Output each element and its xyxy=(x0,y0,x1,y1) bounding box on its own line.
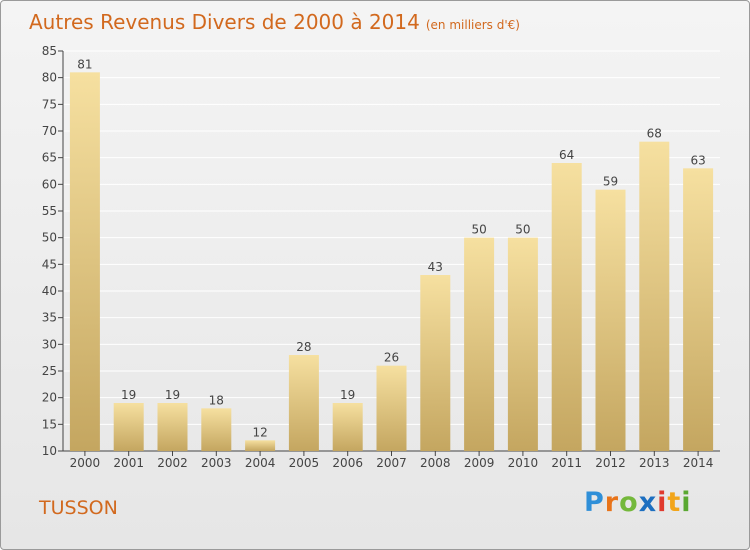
x-tick-label: 2009 xyxy=(464,456,495,470)
x-tick-label: 2000 xyxy=(70,456,101,470)
data-label: 63 xyxy=(690,153,705,167)
x-tick-label: 2008 xyxy=(420,456,451,470)
data-label: 59 xyxy=(603,175,618,189)
x-tick-label: 2002 xyxy=(157,456,188,470)
data-label: 50 xyxy=(515,223,530,237)
x-tick-label: 2007 xyxy=(376,456,407,470)
data-label: 19 xyxy=(121,388,136,402)
data-label: 81 xyxy=(77,57,92,71)
proxiti-logo: Proxiti xyxy=(584,487,692,518)
data-label: 26 xyxy=(384,351,399,365)
y-tick-label: 70 xyxy=(42,124,57,138)
y-tick-label: 65 xyxy=(42,151,57,165)
bar xyxy=(420,275,451,451)
x-tick-label: 2011 xyxy=(551,456,582,470)
bar xyxy=(376,365,407,451)
x-tick-label: 2013 xyxy=(639,456,670,470)
bar xyxy=(288,355,319,451)
x-tick-label: 2003 xyxy=(201,456,232,470)
bar xyxy=(683,168,714,452)
bar xyxy=(245,440,276,451)
bar xyxy=(332,403,363,451)
y-tick-label: 20 xyxy=(42,391,57,405)
x-tick-label: 2005 xyxy=(289,456,320,470)
bar xyxy=(69,72,100,451)
y-tick-label: 25 xyxy=(42,364,57,378)
x-tick-label: 2014 xyxy=(683,456,714,470)
data-label: 64 xyxy=(559,148,574,162)
chart-title: Autres Revenus Divers de 2000 à 2014 (en … xyxy=(29,10,520,34)
logo-letter: r xyxy=(604,487,620,518)
y-tick-label: 15 xyxy=(42,417,57,431)
data-label: 19 xyxy=(340,388,355,402)
bar xyxy=(113,403,144,451)
bar xyxy=(201,408,232,451)
data-label: 12 xyxy=(252,425,267,439)
y-tick-label: 75 xyxy=(42,97,57,111)
title-text: Autres Revenus Divers de 2000 à 2014 xyxy=(29,10,420,34)
logo-letter: i xyxy=(657,487,668,518)
bar xyxy=(551,163,582,451)
y-tick-label: 10 xyxy=(42,444,57,458)
logo-letter: x xyxy=(638,487,658,518)
y-tick-label: 35 xyxy=(42,311,57,325)
bar xyxy=(507,237,538,451)
commune-name: TUSSON xyxy=(39,497,118,519)
y-tick-label: 85 xyxy=(42,44,57,58)
x-tick-label: 2001 xyxy=(113,456,144,470)
y-tick-label: 45 xyxy=(42,257,57,271)
bar xyxy=(595,189,626,451)
data-label: 50 xyxy=(471,223,486,237)
x-tick-label: 2004 xyxy=(245,456,276,470)
y-tick-label: 55 xyxy=(42,204,57,218)
y-tick-label: 40 xyxy=(42,284,57,298)
data-label: 68 xyxy=(647,127,662,141)
x-tick-label: 2012 xyxy=(595,456,626,470)
data-label: 43 xyxy=(428,260,443,274)
data-label: 28 xyxy=(296,340,311,354)
y-tick-label: 60 xyxy=(42,177,57,191)
logo-letter: t xyxy=(667,487,682,518)
x-tick-label: 2010 xyxy=(508,456,539,470)
data-label: 18 xyxy=(209,393,224,407)
logo-letter: o xyxy=(619,487,639,518)
data-label: 19 xyxy=(165,388,180,402)
x-tick-label: 2006 xyxy=(332,456,363,470)
chart-subtitle: (en milliers d'€) xyxy=(425,18,520,32)
logo-letter: P xyxy=(584,487,605,518)
bar xyxy=(464,237,495,451)
y-tick-label: 80 xyxy=(42,71,57,85)
bar xyxy=(157,403,188,451)
y-tick-label: 50 xyxy=(42,231,57,245)
y-tick-label: 30 xyxy=(42,337,57,351)
bar xyxy=(639,141,670,451)
logo-letter: i xyxy=(681,487,692,518)
